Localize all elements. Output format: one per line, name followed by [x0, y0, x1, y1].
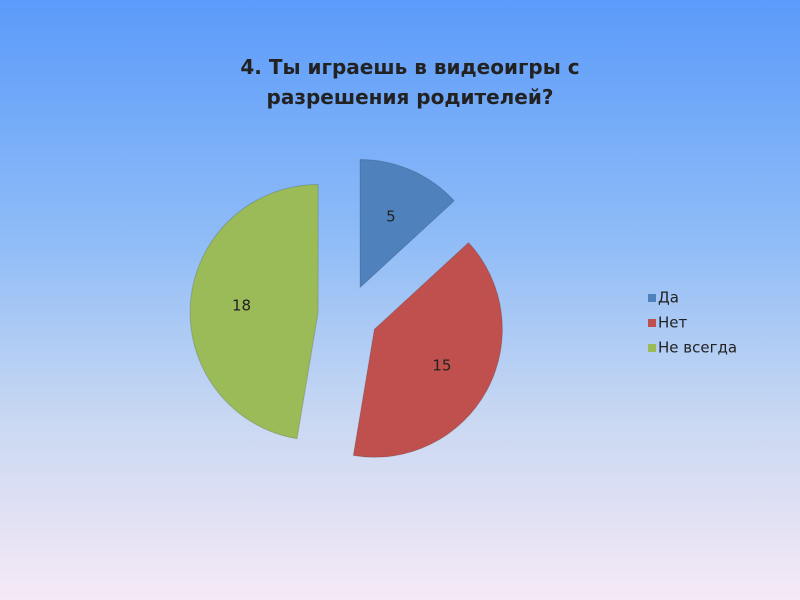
data-label: 5: [386, 208, 396, 226]
legend-swatch: [648, 344, 656, 352]
data-label: 15: [432, 356, 451, 374]
pie-slice: [359, 159, 455, 289]
pie-slice: [189, 184, 319, 440]
chart-title: 4. Ты играешь в видеоигры с разрешения р…: [240, 55, 580, 109]
pie-slice: [352, 241, 503, 458]
data-label: 18: [232, 297, 251, 315]
legend-label: Не всегда: [658, 339, 737, 357]
legend-swatch: [648, 294, 656, 302]
legend-swatch: [648, 319, 656, 327]
legend-label: Нет: [658, 314, 688, 332]
legend-label: Да: [658, 289, 679, 307]
